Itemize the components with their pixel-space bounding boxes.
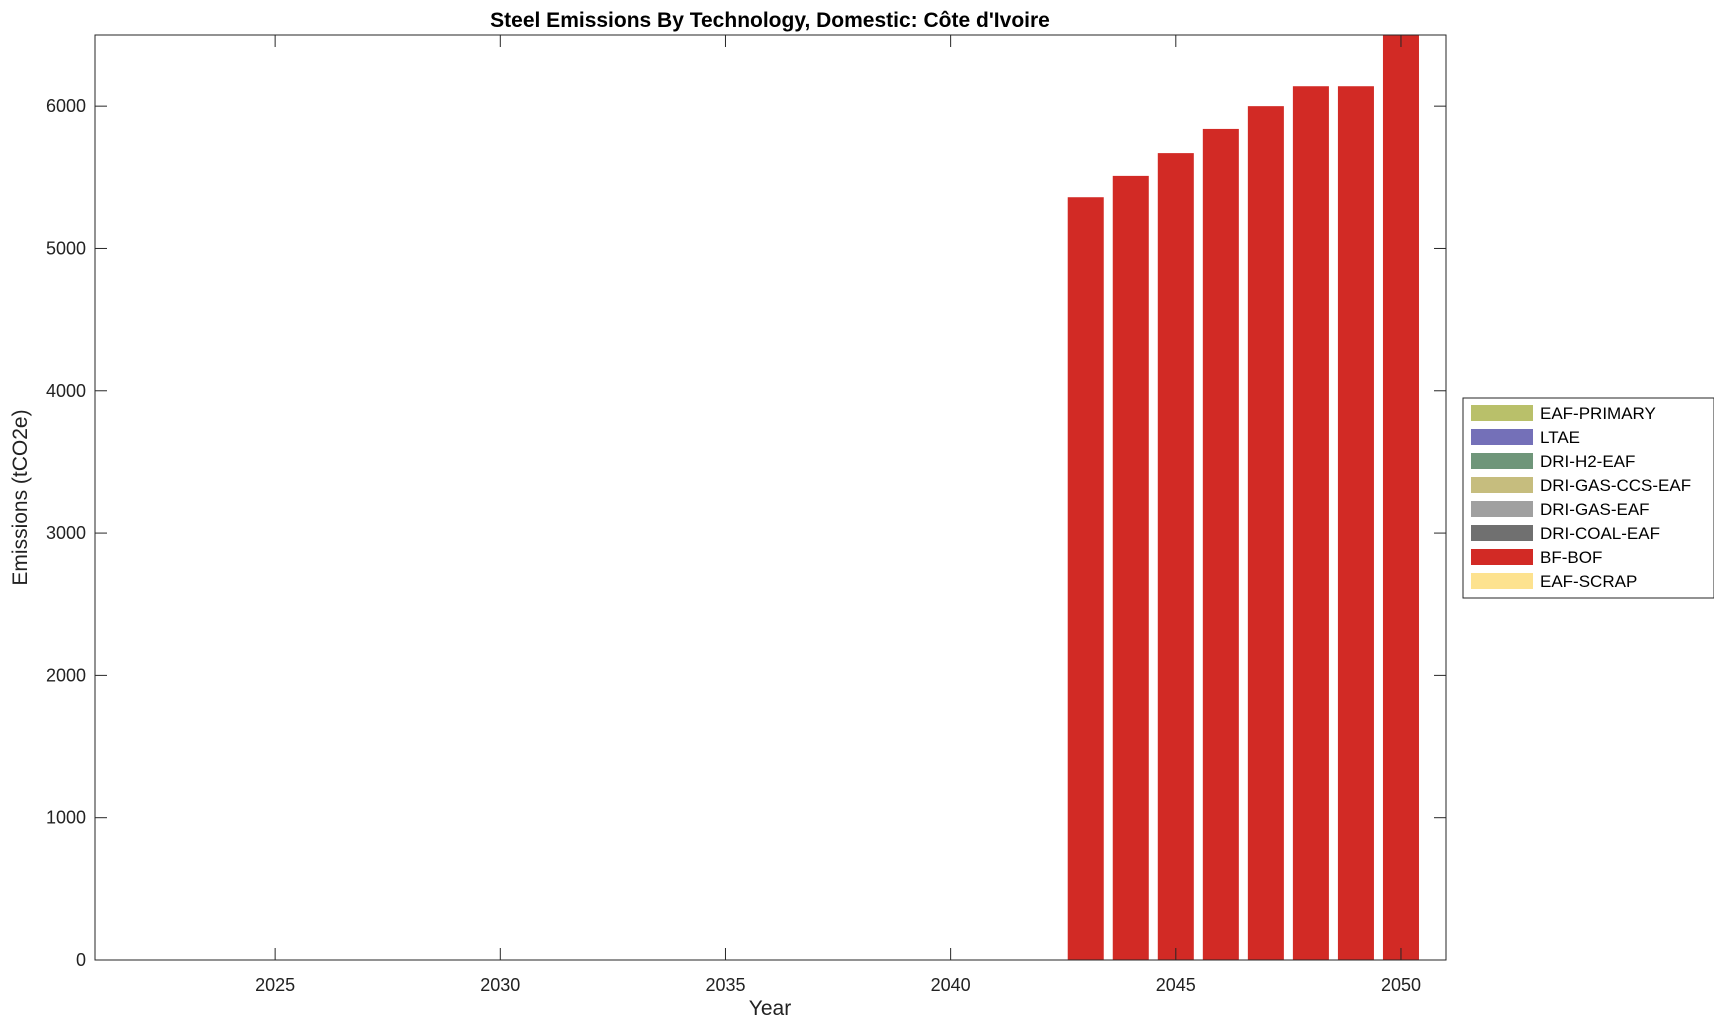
bar-bf-bof-2050 xyxy=(1382,35,1419,960)
legend-swatch-dri-h2-eaf xyxy=(1471,453,1533,469)
legend-label-eaf-scrap: EAF-SCRAP xyxy=(1540,572,1637,591)
legend-swatch-dri-gas-ccs-eaf xyxy=(1471,477,1533,493)
y-tick-label: 5000 xyxy=(46,238,86,258)
legend-swatch-bf-bof xyxy=(1471,549,1533,565)
y-tick-label: 3000 xyxy=(46,523,86,543)
legend-label-dri-gas-ccs-eaf: DRI-GAS-CCS-EAF xyxy=(1540,476,1691,495)
bars-group xyxy=(1067,35,1419,961)
x-tick-label: 2045 xyxy=(1156,975,1196,995)
legend-box xyxy=(1462,397,1714,599)
legend-label-dri-gas-eaf: DRI-GAS-EAF xyxy=(1540,500,1650,519)
legend-swatch-eaf-scrap xyxy=(1471,573,1533,589)
x-tick-label: 2035 xyxy=(705,975,745,995)
legend-label-dri-coal-eaf: DRI-COAL-EAF xyxy=(1540,524,1660,543)
x-tick-label: 2030 xyxy=(480,975,520,995)
bar-bf-bof-2043 xyxy=(1067,197,1104,960)
y-tick-label: 2000 xyxy=(46,665,86,685)
x-tick-label: 2025 xyxy=(255,975,295,995)
legend-swatch-dri-coal-eaf xyxy=(1471,525,1533,541)
y-tick-label: 6000 xyxy=(46,96,86,116)
y-tick-label: 0 xyxy=(76,950,86,970)
bar-bf-bof-2045 xyxy=(1157,153,1194,961)
bar-bf-bof-2048 xyxy=(1292,86,1329,960)
legend-label-ltae: LTAE xyxy=(1540,428,1580,447)
x-axis: 2025 2030 2035 2040 2045 2050 xyxy=(255,35,1421,995)
legend-swatch-dri-gas-eaf xyxy=(1471,501,1533,517)
legend-label-dri-h2-eaf: DRI-H2-EAF xyxy=(1540,452,1635,471)
y-axis-label: Emissions (tCO2e) xyxy=(9,409,32,585)
bar-bf-bof-2044 xyxy=(1112,175,1149,960)
legend-label-bf-bof: BF-BOF xyxy=(1540,548,1602,567)
chart-title: Steel Emissions By Technology, Domestic:… xyxy=(490,9,1050,32)
bar-bf-bof-2049 xyxy=(1337,86,1374,960)
y-tick-label: 4000 xyxy=(46,381,86,401)
x-tick-label: 2040 xyxy=(931,975,971,995)
plot-frame xyxy=(94,34,1447,961)
y-tick-label: 1000 xyxy=(46,808,86,828)
legend-swatch-eaf-primary xyxy=(1471,405,1533,421)
bar-bf-bof-2047 xyxy=(1247,106,1284,960)
y-axis: 0 1000 2000 3000 4000 5000 6000 xyxy=(46,96,1446,970)
x-axis-label: Year xyxy=(749,997,791,1020)
legend: EAF-PRIMARY LTAE DRI-H2-EAF DRI-GAS-CCS-EAF… xyxy=(1462,397,1714,599)
bar-bf-bof-2046 xyxy=(1202,128,1239,960)
legend-label-eaf-primary: EAF-PRIMARY xyxy=(1540,404,1656,423)
legend-swatch-ltae xyxy=(1471,429,1533,445)
x-tick-label: 2050 xyxy=(1381,975,1421,995)
